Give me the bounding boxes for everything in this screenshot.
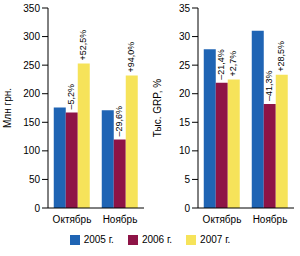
svg-text:+2,7%: +2,7% <box>228 51 238 77</box>
svg-text:200: 200 <box>23 88 40 99</box>
svg-text:150: 150 <box>23 117 40 128</box>
svg-text:20: 20 <box>179 88 191 99</box>
svg-text:300: 300 <box>23 31 40 42</box>
svg-text:10: 10 <box>179 145 191 156</box>
svg-text:+52,5%: +52,5% <box>78 30 88 61</box>
svg-text:Млн грн.: Млн грн. <box>8 88 13 128</box>
svg-text:+94,0%: +94,0% <box>126 42 136 73</box>
svg-text:100: 100 <box>23 145 40 156</box>
svg-text:–41,3%: –41,3% <box>264 70 274 101</box>
html-text:2005 г.: 2005 г. <box>83 234 114 245</box>
svg-text:35: 35 <box>179 3 191 14</box>
svg-text:350: 350 <box>23 3 40 14</box>
svg-text:–5,2%: –5,2% <box>66 84 76 110</box>
html-text:2006 г.: 2006 г. <box>141 234 173 245</box>
svg-text:Ноябрь: Ноябрь <box>103 214 138 225</box>
svg-text:250: 250 <box>23 60 40 71</box>
svg-text:0: 0 <box>184 203 190 214</box>
svg-text:–21,4%: –21,4% <box>216 49 226 80</box>
svg-text:5: 5 <box>184 174 190 185</box>
svg-text:50: 50 <box>29 174 41 185</box>
svg-text:15: 15 <box>179 117 191 128</box>
svg-text:Октябрь: Октябрь <box>53 214 92 225</box>
html-text:2007 г.: 2007 г. <box>200 234 231 245</box>
svg-text:+28,5%: +28,5% <box>276 41 286 72</box>
svg-text:30: 30 <box>179 31 191 42</box>
svg-text:–29,6%: –29,6% <box>114 106 124 137</box>
svg-text:Октябрь: Октябрь <box>203 214 242 225</box>
svg-text:Ноябрь: Ноябрь <box>253 214 288 225</box>
svg-text:25: 25 <box>179 60 191 71</box>
svg-text:0: 0 <box>34 203 40 214</box>
svg-text:Тыс. GRP, %: Тыс. GRP, % <box>152 79 163 137</box>
